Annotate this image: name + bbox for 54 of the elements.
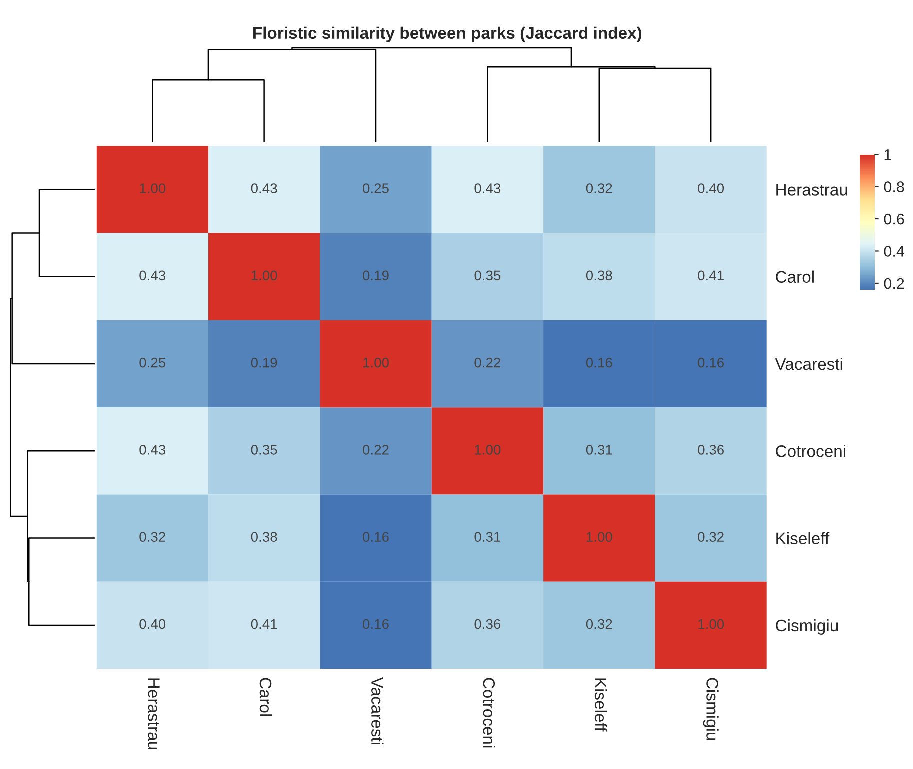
data-label: 0.36: [698, 445, 724, 455]
y-tick-label: Cismigiu: [776, 619, 838, 635]
x-tick-label: Kiseleff: [594, 678, 608, 732]
x-tick-label: Herastrau: [148, 678, 160, 750]
data-label: 0.31: [586, 445, 612, 455]
data-label: 0.38: [251, 532, 278, 542]
data-label: 0.43: [140, 445, 166, 455]
data-label: 0.36: [474, 619, 501, 630]
color-bar-label: 0.2: [884, 278, 904, 290]
data-label: 0.35: [251, 445, 278, 455]
data-label: 0.31: [474, 532, 501, 542]
data-label: 0.16: [363, 619, 389, 630]
x-tick-label: Vacaresti: [372, 677, 384, 744]
x-tick-label: Cotroceni: [483, 678, 496, 748]
data-label: 0.22: [363, 445, 389, 455]
chart-title: Floristic similarity between parks (Jaccard index): [254, 26, 642, 42]
data-label: 0.25: [140, 358, 166, 368]
data-label: 0.38: [586, 270, 612, 281]
data-label: 0.19: [363, 270, 389, 281]
data-label: 0.41: [251, 619, 278, 630]
color-bar-label: 0.8: [884, 182, 904, 192]
data-label: 0.35: [474, 270, 501, 281]
data-label: 0.32: [586, 619, 612, 630]
data-label: 0.43: [474, 184, 501, 194]
data-label: 0.16: [586, 358, 612, 368]
data-label: 0.32: [586, 184, 612, 194]
x-tick-label: Cismigiu: [703, 678, 719, 740]
data-label: 0.40: [140, 619, 166, 630]
data-label: 0.43: [251, 184, 278, 194]
data-label: 0.25: [363, 184, 389, 194]
y-tick-label: Vacaresti: [775, 358, 842, 370]
data-label: 0.40: [698, 184, 724, 194]
y-tick-label: Carol: [776, 270, 814, 284]
data-label: 0.16: [698, 358, 724, 368]
data-label: 1.00: [252, 270, 278, 281]
data-label: 0.22: [474, 358, 501, 368]
y-tick-label: Kiseleff: [776, 532, 830, 545]
data-label: 1.00: [140, 184, 166, 194]
x-tick-label: Carol: [260, 678, 272, 716]
y-tick-label: Cotroceni: [776, 445, 846, 458]
data-label: 0.41: [698, 270, 724, 281]
color-bar-label: 0.4: [884, 246, 904, 257]
data-label: 0.32: [140, 532, 166, 542]
data-label: 1.00: [364, 358, 389, 368]
data-label: 1.00: [475, 445, 501, 455]
data-label: 0.32: [698, 532, 724, 542]
data-label: 0.43: [140, 270, 166, 281]
data-label: 0.19: [251, 358, 278, 368]
data-label: 1.00: [698, 619, 724, 630]
color-bar-label: 0.6: [884, 214, 904, 225]
y-tick-label: Herastrau: [776, 184, 848, 196]
data-label: 1.00: [586, 532, 612, 542]
color-bar-label: 1: [884, 150, 892, 160]
data-label: 0.16: [363, 532, 389, 542]
